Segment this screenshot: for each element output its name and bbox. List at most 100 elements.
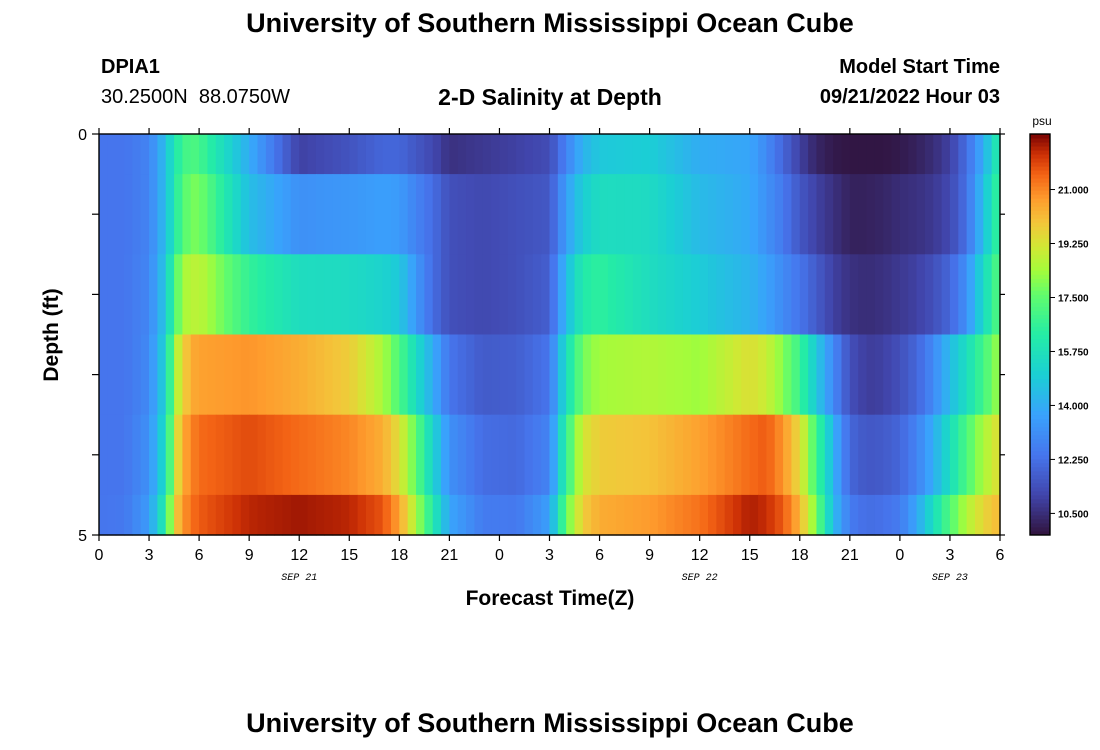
heatmap-cell — [115, 334, 125, 416]
heatmap-cell — [841, 254, 851, 336]
heatmap-cell — [215, 174, 225, 255]
heatmap-cell — [716, 414, 726, 496]
heatmap-cell — [974, 254, 984, 336]
heatmap-cell — [165, 134, 175, 175]
heatmap-cell — [783, 414, 793, 496]
colorbar-segment — [1030, 266, 1050, 271]
x-tick-label: 6 — [996, 547, 1005, 564]
heatmap-cell — [799, 174, 809, 255]
heatmap-cell — [115, 134, 125, 175]
heatmap-cell — [733, 254, 742, 336]
heatmap-cell — [949, 254, 959, 336]
heatmap-cell — [908, 494, 918, 536]
heatmap-cell — [541, 134, 551, 175]
heatmap-cell — [566, 134, 576, 175]
heatmap-cell — [290, 494, 300, 536]
heatmap-cell — [591, 414, 601, 496]
heatmap-cell — [265, 134, 275, 175]
heatmap-cell — [549, 254, 559, 336]
heatmap-cell — [157, 334, 167, 416]
heatmap-cell — [708, 254, 717, 336]
heatmap-cell — [307, 494, 317, 536]
heatmap-cell — [491, 494, 501, 536]
heatmap-cell — [574, 174, 584, 255]
heatmap-cell — [449, 414, 459, 496]
heatmap-cell — [557, 494, 567, 536]
x-tick-label: 12 — [691, 547, 709, 564]
heatmap-cell — [307, 334, 317, 416]
heatmap-cell — [274, 494, 284, 536]
heatmap-cell — [299, 254, 309, 336]
colorbar-segment — [1030, 430, 1050, 436]
heatmap-cell — [724, 494, 734, 536]
heatmap-cell — [532, 414, 542, 496]
heatmap-cell — [774, 254, 784, 336]
heatmap-cell — [474, 254, 484, 336]
heatmap-cell — [265, 334, 275, 416]
station-coordinates: 30.2500N 88.0750W — [101, 86, 291, 108]
colorbar-segment — [1030, 342, 1050, 348]
colorbar-segment — [1030, 158, 1050, 163]
heatmap-cell — [958, 334, 968, 416]
heatmap-cell — [899, 174, 909, 255]
heatmap-cell — [574, 134, 584, 175]
heatmap-cell — [249, 494, 259, 536]
day-label: SEP 23 — [932, 573, 968, 584]
heatmap-cell — [282, 254, 292, 336]
heatmap-cell — [632, 494, 642, 536]
heatmap-cell — [591, 334, 601, 416]
heatmap-cell — [124, 494, 133, 536]
heatmap-cell — [699, 414, 709, 496]
heatmap-cell — [699, 254, 709, 336]
colorbar-segment — [1030, 454, 1050, 460]
heatmap-cell — [240, 174, 250, 255]
heatmap-cell — [132, 334, 142, 416]
heatmap-cell — [941, 494, 951, 536]
heatmap-cell — [424, 174, 434, 255]
heatmap-cell — [883, 334, 893, 416]
heatmap-cell — [482, 254, 492, 336]
heatmap-cell — [157, 254, 167, 336]
heatmap-cell — [174, 414, 184, 496]
heatmap-cell — [491, 254, 501, 336]
heatmap-cell — [983, 494, 993, 536]
heatmap-cell — [299, 134, 309, 175]
heatmap-cell — [507, 174, 517, 255]
heatmap-cell — [841, 414, 851, 496]
heatmap-cell — [958, 174, 968, 255]
heatmap-cell — [791, 254, 801, 336]
heatmap-cell — [783, 494, 793, 536]
heatmap-cell — [249, 334, 259, 416]
heatmap-cell — [974, 134, 984, 175]
heatmap-cell — [149, 174, 158, 255]
x-tick-label: 3 — [945, 547, 954, 564]
heatmap-cell — [632, 174, 642, 255]
x-tick-label: 9 — [245, 547, 254, 564]
heatmap-cell — [224, 134, 234, 175]
heatmap-cell — [716, 494, 726, 536]
heatmap-cell — [257, 134, 267, 175]
heatmap-cell — [624, 174, 634, 255]
heatmap-cell — [107, 494, 117, 536]
heatmap-cell — [741, 414, 751, 496]
heatmap-cell — [199, 134, 209, 175]
heatmap-cell — [891, 334, 901, 416]
heatmap-cell — [582, 334, 592, 416]
heatmap-cell — [632, 254, 642, 336]
heatmap-cell — [332, 254, 342, 336]
colorbar-segment — [1030, 218, 1050, 223]
heatmap-cell — [616, 174, 626, 255]
heatmap-cell — [332, 414, 342, 496]
footer-title: University of Southern Mississippi Ocean… — [246, 708, 854, 738]
heatmap-cell — [974, 494, 984, 536]
heatmap-cell — [457, 334, 467, 416]
heatmap-cell — [357, 334, 367, 416]
heatmap-cell — [983, 254, 993, 336]
heatmap-cell — [991, 174, 1001, 255]
heatmap-cell — [641, 134, 651, 175]
heatmap-cell — [582, 134, 592, 175]
heatmap-cell — [432, 174, 442, 255]
x-tick-label: 9 — [645, 547, 654, 564]
heatmap-cell — [307, 174, 317, 255]
colorbar-segment — [1030, 426, 1050, 432]
